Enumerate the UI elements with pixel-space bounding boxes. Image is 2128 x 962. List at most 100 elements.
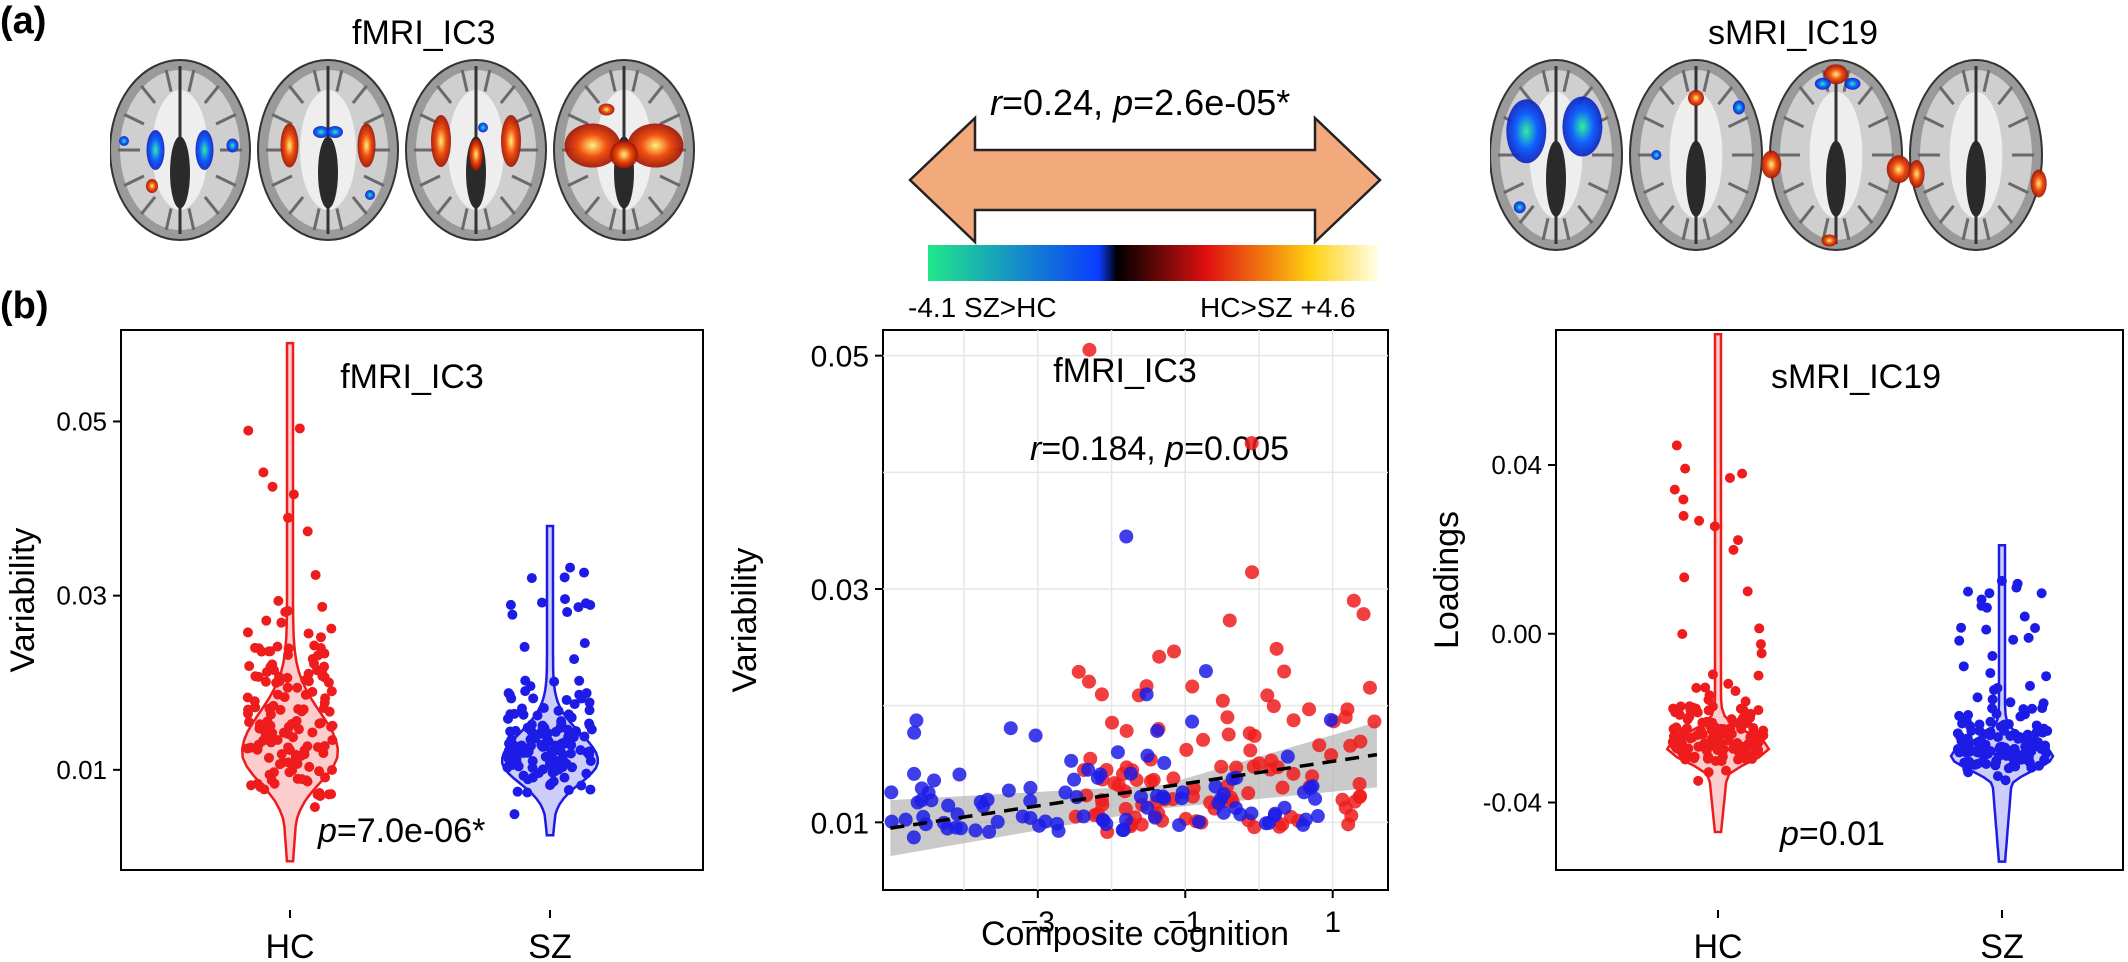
point-hc [282, 672, 293, 683]
point-sz [584, 697, 595, 708]
point-sz [1058, 785, 1073, 800]
point-hc [1222, 613, 1237, 628]
point-sz [561, 694, 572, 705]
point-sz [1323, 712, 1338, 727]
y-tick-label: 0.01 [56, 755, 107, 785]
point-sz [1244, 806, 1259, 821]
y-ticks: 0.01 0.03 0.05 [56, 406, 121, 785]
point-sz [1987, 694, 1998, 705]
point-hc [296, 706, 307, 717]
point-sz [506, 734, 517, 745]
point-sz [884, 814, 899, 829]
point-sz [1139, 687, 1154, 702]
point-hc [261, 615, 272, 626]
point-hc [1094, 687, 1109, 702]
point-sz [507, 609, 518, 620]
point-hc [302, 526, 313, 537]
point-hc [1071, 664, 1086, 679]
point-hc [303, 676, 314, 687]
point-sz [907, 725, 922, 740]
point-sz [538, 703, 549, 714]
smri-brain-title: sMRI_IC19 [1708, 14, 1879, 52]
point-sz [1099, 817, 1114, 832]
point-hc [1152, 649, 1167, 664]
point-sz [1987, 703, 1998, 714]
point-sz [581, 688, 592, 699]
point-sz [1957, 718, 1968, 729]
chart-title: fMRI_IC3 [1053, 352, 1197, 390]
point-sz [562, 724, 573, 735]
point-hc [307, 727, 318, 738]
point-hc [1737, 713, 1748, 724]
point-hc [1264, 753, 1279, 768]
point-sz [941, 798, 956, 813]
brain-slice [1490, 59, 1623, 251]
point-sz [1965, 721, 1976, 732]
point-hc [1341, 817, 1356, 832]
point-sz [584, 705, 595, 716]
point-hc [272, 735, 283, 746]
chart-title: sMRI_IC19 [1771, 358, 1941, 396]
point-sz [2019, 709, 2030, 720]
point-hc [1678, 510, 1689, 521]
point-hc [1221, 727, 1236, 742]
point-sz [543, 737, 554, 748]
point-sz [1157, 756, 1172, 771]
point-sz [1952, 728, 1963, 739]
point-sz [513, 761, 524, 772]
point-hc [315, 718, 326, 729]
y-tick-label: 0.01 [811, 807, 869, 840]
point-sz [1962, 763, 1973, 774]
point-hc [1680, 463, 1691, 474]
point-hc [1700, 682, 1711, 693]
point-sz [579, 567, 590, 578]
point-hc [1684, 711, 1695, 722]
point-sz [2041, 671, 2052, 682]
point-sz [1023, 780, 1038, 795]
brain-slice [110, 59, 251, 241]
point-sz [2038, 698, 2049, 709]
point-sz [1038, 814, 1053, 829]
point-sz [2019, 611, 2030, 622]
point-hc [1687, 732, 1698, 743]
point-hc [1286, 766, 1301, 781]
point-hc [1338, 800, 1353, 815]
point-sz [1028, 728, 1043, 743]
point-sz [505, 599, 516, 610]
point-sz [585, 784, 596, 795]
point-hc [244, 661, 255, 672]
point-hc [296, 750, 307, 761]
point-sz [1985, 716, 1996, 727]
point-sz [1983, 745, 1994, 756]
point-sz [1110, 745, 1125, 760]
point-hc [1245, 565, 1260, 580]
point-sz [2039, 754, 2050, 765]
point-hc [310, 569, 321, 580]
point-sz [576, 780, 587, 791]
p-value-annotation: p=7.0e-06* [317, 812, 485, 850]
point-hc [269, 778, 280, 789]
point-hc [1726, 714, 1737, 725]
point-sz [538, 764, 549, 775]
point-hc [317, 668, 328, 679]
point-sz [1280, 749, 1295, 764]
point-sz [2028, 735, 2039, 746]
point-sz [1140, 800, 1155, 815]
brain-slice [1908, 59, 2047, 251]
point-sz [948, 820, 963, 835]
point-hc [303, 628, 314, 639]
point-hc [315, 632, 326, 643]
point-sz [1997, 741, 2008, 752]
point-sz [1116, 822, 1131, 837]
point-sz [2009, 728, 2020, 739]
point-sz [1192, 814, 1207, 829]
point-hc [1302, 702, 1317, 717]
point-sz [1991, 755, 2002, 766]
y-tick-label: 0.03 [811, 574, 869, 607]
point-hc [258, 735, 269, 746]
point-sz [1150, 723, 1165, 738]
point-sz [990, 814, 1005, 829]
point-sz [2003, 749, 2014, 760]
point-sz [1050, 816, 1065, 831]
point-hc [1671, 440, 1682, 451]
